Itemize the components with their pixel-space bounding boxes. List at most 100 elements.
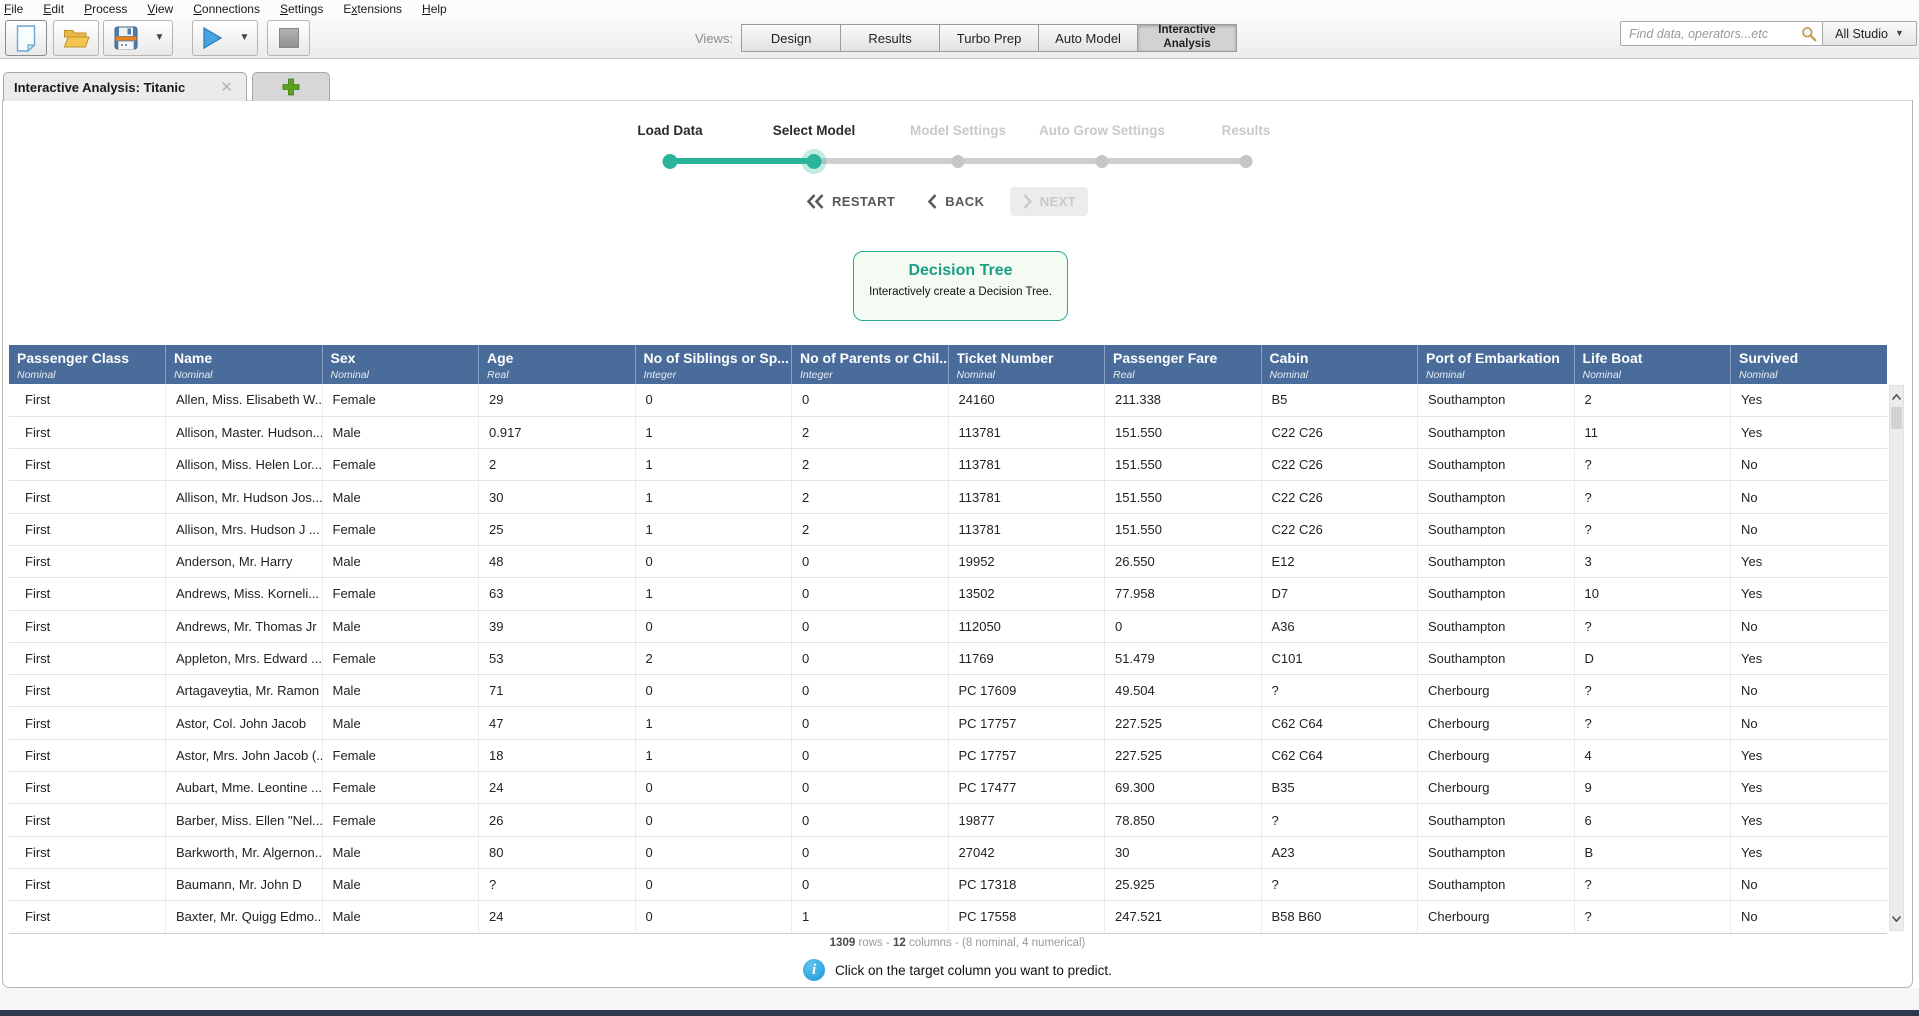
table-row: First Anderson, Mr. Harry Male 48 0 0 19952 26.…: [9, 545, 1887, 579]
table-row: First Andrews, Mr. Thomas Jr Male 39 0 0 11205…: [9, 610, 1887, 643]
next-button[interactable]: NEXT: [1010, 186, 1089, 216]
save-floppy-icon: [114, 26, 137, 50]
stepper-line-todo: [814, 158, 1246, 164]
wizard-stepper: Load Data Select Model Model Settings Auto …: [598, 123, 1318, 183]
global-search: [1620, 21, 1823, 46]
table-row: First Allen, Miss. Elisabeth W... Female 29…: [9, 384, 1887, 417]
column-header-cabin[interactable]: Cabin Nominal: [1261, 345, 1418, 384]
step-dot[interactable]: [1095, 155, 1109, 168]
back-button[interactable]: BACK: [928, 194, 984, 209]
view-button-design[interactable]: Design: [741, 24, 842, 52]
column-header-ticket-number[interactable]: Ticket Number Nominal: [948, 345, 1105, 384]
hint-text: Click on the target column you want to p…: [835, 962, 1112, 978]
menu-bar: File Edit Process View Connections Settings Ex…: [0, 0, 1919, 17]
menu-help[interactable]: Help: [422, 1, 447, 16]
plus-icon: [282, 78, 300, 96]
chevron-right-icon: [1023, 193, 1032, 209]
table-row: First Andrews, Miss. Korneli... Female 63 1 0…: [9, 577, 1887, 611]
step-auto-grow-settings: Auto Grow Settings: [1030, 123, 1174, 168]
interactive-analysis-panel: Load Data Select Model Model Settings Auto …: [2, 100, 1913, 988]
search-input[interactable]: [1620, 21, 1823, 46]
vertical-scrollbar[interactable]: [1889, 385, 1904, 931]
menu-settings[interactable]: Settings: [279, 1, 324, 16]
table-row: First Allison, Miss. Helen Lor... Female 2 1…: [9, 448, 1887, 482]
column-header-passenger-fare[interactable]: Passenger Fare Real: [1104, 345, 1262, 384]
decision-tree-card[interactable]: Decision Tree Interactively create a Dec…: [853, 251, 1068, 321]
table-row: First Appleton, Mrs. Edward ... Female 53 2 0…: [9, 642, 1887, 676]
table-row: First Baxter, Mr. Quigg Edmo... Male 24 0 1 PC…: [9, 900, 1887, 933]
view-button-results[interactable]: Results: [840, 24, 941, 52]
scrollbar-thumb[interactable]: [1891, 407, 1902, 429]
scroll-up-arrow[interactable]: [1890, 387, 1903, 407]
views-switcher: Views: Design Results Turbo Prep Auto Model…: [695, 17, 1238, 59]
stop-process-button[interactable]: [267, 20, 310, 56]
view-button-auto-model[interactable]: Auto Model: [1038, 24, 1139, 52]
save-process-button[interactable]: [103, 20, 148, 56]
chevron-left-icon: [928, 193, 937, 209]
stepper-line-done: [670, 158, 814, 164]
tab-interactive-analysis-titanic[interactable]: Interactive Analysis: Titanic ✕: [3, 72, 247, 101]
menu-edit[interactable]: Edit: [43, 1, 65, 16]
column-header-life-boat[interactable]: Life Boat Nominal: [1574, 345, 1731, 384]
view-button-interactive-analysis[interactable]: Interactive Analysis: [1137, 24, 1238, 52]
caret-down-icon: ▼: [154, 32, 165, 43]
search-scope-label: All Studio: [1835, 26, 1888, 41]
open-process-button[interactable]: [53, 20, 99, 56]
step-model-settings: Model Settings: [886, 123, 1030, 168]
new-file-icon: [16, 24, 37, 52]
menu-connections[interactable]: Connections: [193, 1, 260, 16]
play-icon: [203, 26, 223, 50]
view-button-turbo-prep[interactable]: Turbo Prep: [939, 24, 1040, 52]
menu-process[interactable]: Process: [84, 1, 128, 16]
table-row: First Barber, Miss. Ellen "Nel... Female 26…: [9, 803, 1887, 837]
scroll-down-arrow[interactable]: [1890, 909, 1903, 929]
table-row: First Aubart, Mme. Leontine ... Female 24 0 0…: [9, 771, 1887, 805]
column-header-no-of-siblings-or-sp-[interactable]: No of Siblings or Sp... Integer: [635, 345, 792, 384]
bottom-status-bar: [0, 1010, 1919, 1016]
column-header-survived[interactable]: Survived Nominal: [1730, 345, 1887, 384]
model-card-title: Decision Tree: [908, 262, 1013, 279]
tab-title: Interactive Analysis: Titanic: [14, 79, 186, 95]
column-header-passenger-class[interactable]: Passenger Class Nominal: [9, 345, 166, 384]
run-dropdown-button[interactable]: ▼: [232, 20, 258, 56]
close-icon[interactable]: ✕: [220, 78, 233, 96]
restart-button[interactable]: RESTART: [807, 194, 895, 209]
column-header-no-of-parents-or-chil-[interactable]: No of Parents or Chil... Integer: [791, 345, 949, 384]
toolbar: ▼ ▼ Views: Design Results Turbo Prep Auto M…: [0, 17, 1919, 59]
search-icon[interactable]: [1801, 26, 1817, 42]
run-process-button[interactable]: [192, 20, 233, 56]
caret-down-icon: ▼: [239, 32, 250, 43]
wizard-nav: RESTART BACK NEXT: [807, 186, 1089, 216]
table-row: First Allison, Master. Hudson... Male 0.917…: [9, 416, 1887, 450]
step-load-data: Load Data: [598, 123, 742, 169]
search-scope-dropdown[interactable]: All Studio ▼: [1822, 21, 1917, 46]
step-dot[interactable]: [662, 154, 678, 169]
table-row: First Allison, Mr. Hudson Jos... Male 30 1 2 1…: [9, 480, 1887, 514]
step-select-model: Select Model: [742, 123, 886, 169]
new-process-button[interactable]: [5, 20, 47, 56]
step-dot[interactable]: [951, 155, 965, 168]
data-table: Passenger Class Nominal Name Nominal Sex Nomi…: [9, 345, 1887, 934]
menu-file[interactable]: File: [4, 1, 24, 16]
column-header-name[interactable]: Name Nominal: [165, 345, 323, 384]
column-header-sex[interactable]: Sex Nominal: [322, 345, 479, 384]
column-header-port-of-embarkation[interactable]: Port of Embarkation Nominal: [1417, 345, 1575, 384]
table-row: First Barkworth, Mr. Algernon... Male 80 0 0 2…: [9, 836, 1887, 869]
new-tab-button[interactable]: [252, 72, 330, 101]
menu-extensions[interactable]: Extensions: [343, 1, 403, 16]
save-dropdown-button[interactable]: ▼: [147, 20, 173, 56]
table-row: First Allison, Mrs. Hudson J ... Female 25 1…: [9, 513, 1887, 546]
bottom-strip: [0, 988, 1919, 1010]
table-row: First Artagaveytia, Mr. Ramon Male 71 0 0 PC 1…: [9, 674, 1887, 708]
stop-icon: [278, 28, 299, 48]
step-dot[interactable]: [806, 154, 822, 169]
step-dot[interactable]: [1239, 155, 1253, 168]
model-card-subtitle: Interactively create a Decision Tree.: [869, 286, 1052, 298]
views-label: Views:: [695, 30, 734, 46]
info-icon: i: [803, 959, 826, 981]
caret-down-icon: ▼: [1894, 28, 1904, 38]
table-stats: 1309 rows - 12 columns - (8 nominal, 4 n…: [829, 937, 1086, 949]
column-header-age[interactable]: Age Real: [478, 345, 636, 384]
menu-view[interactable]: View: [147, 1, 174, 16]
